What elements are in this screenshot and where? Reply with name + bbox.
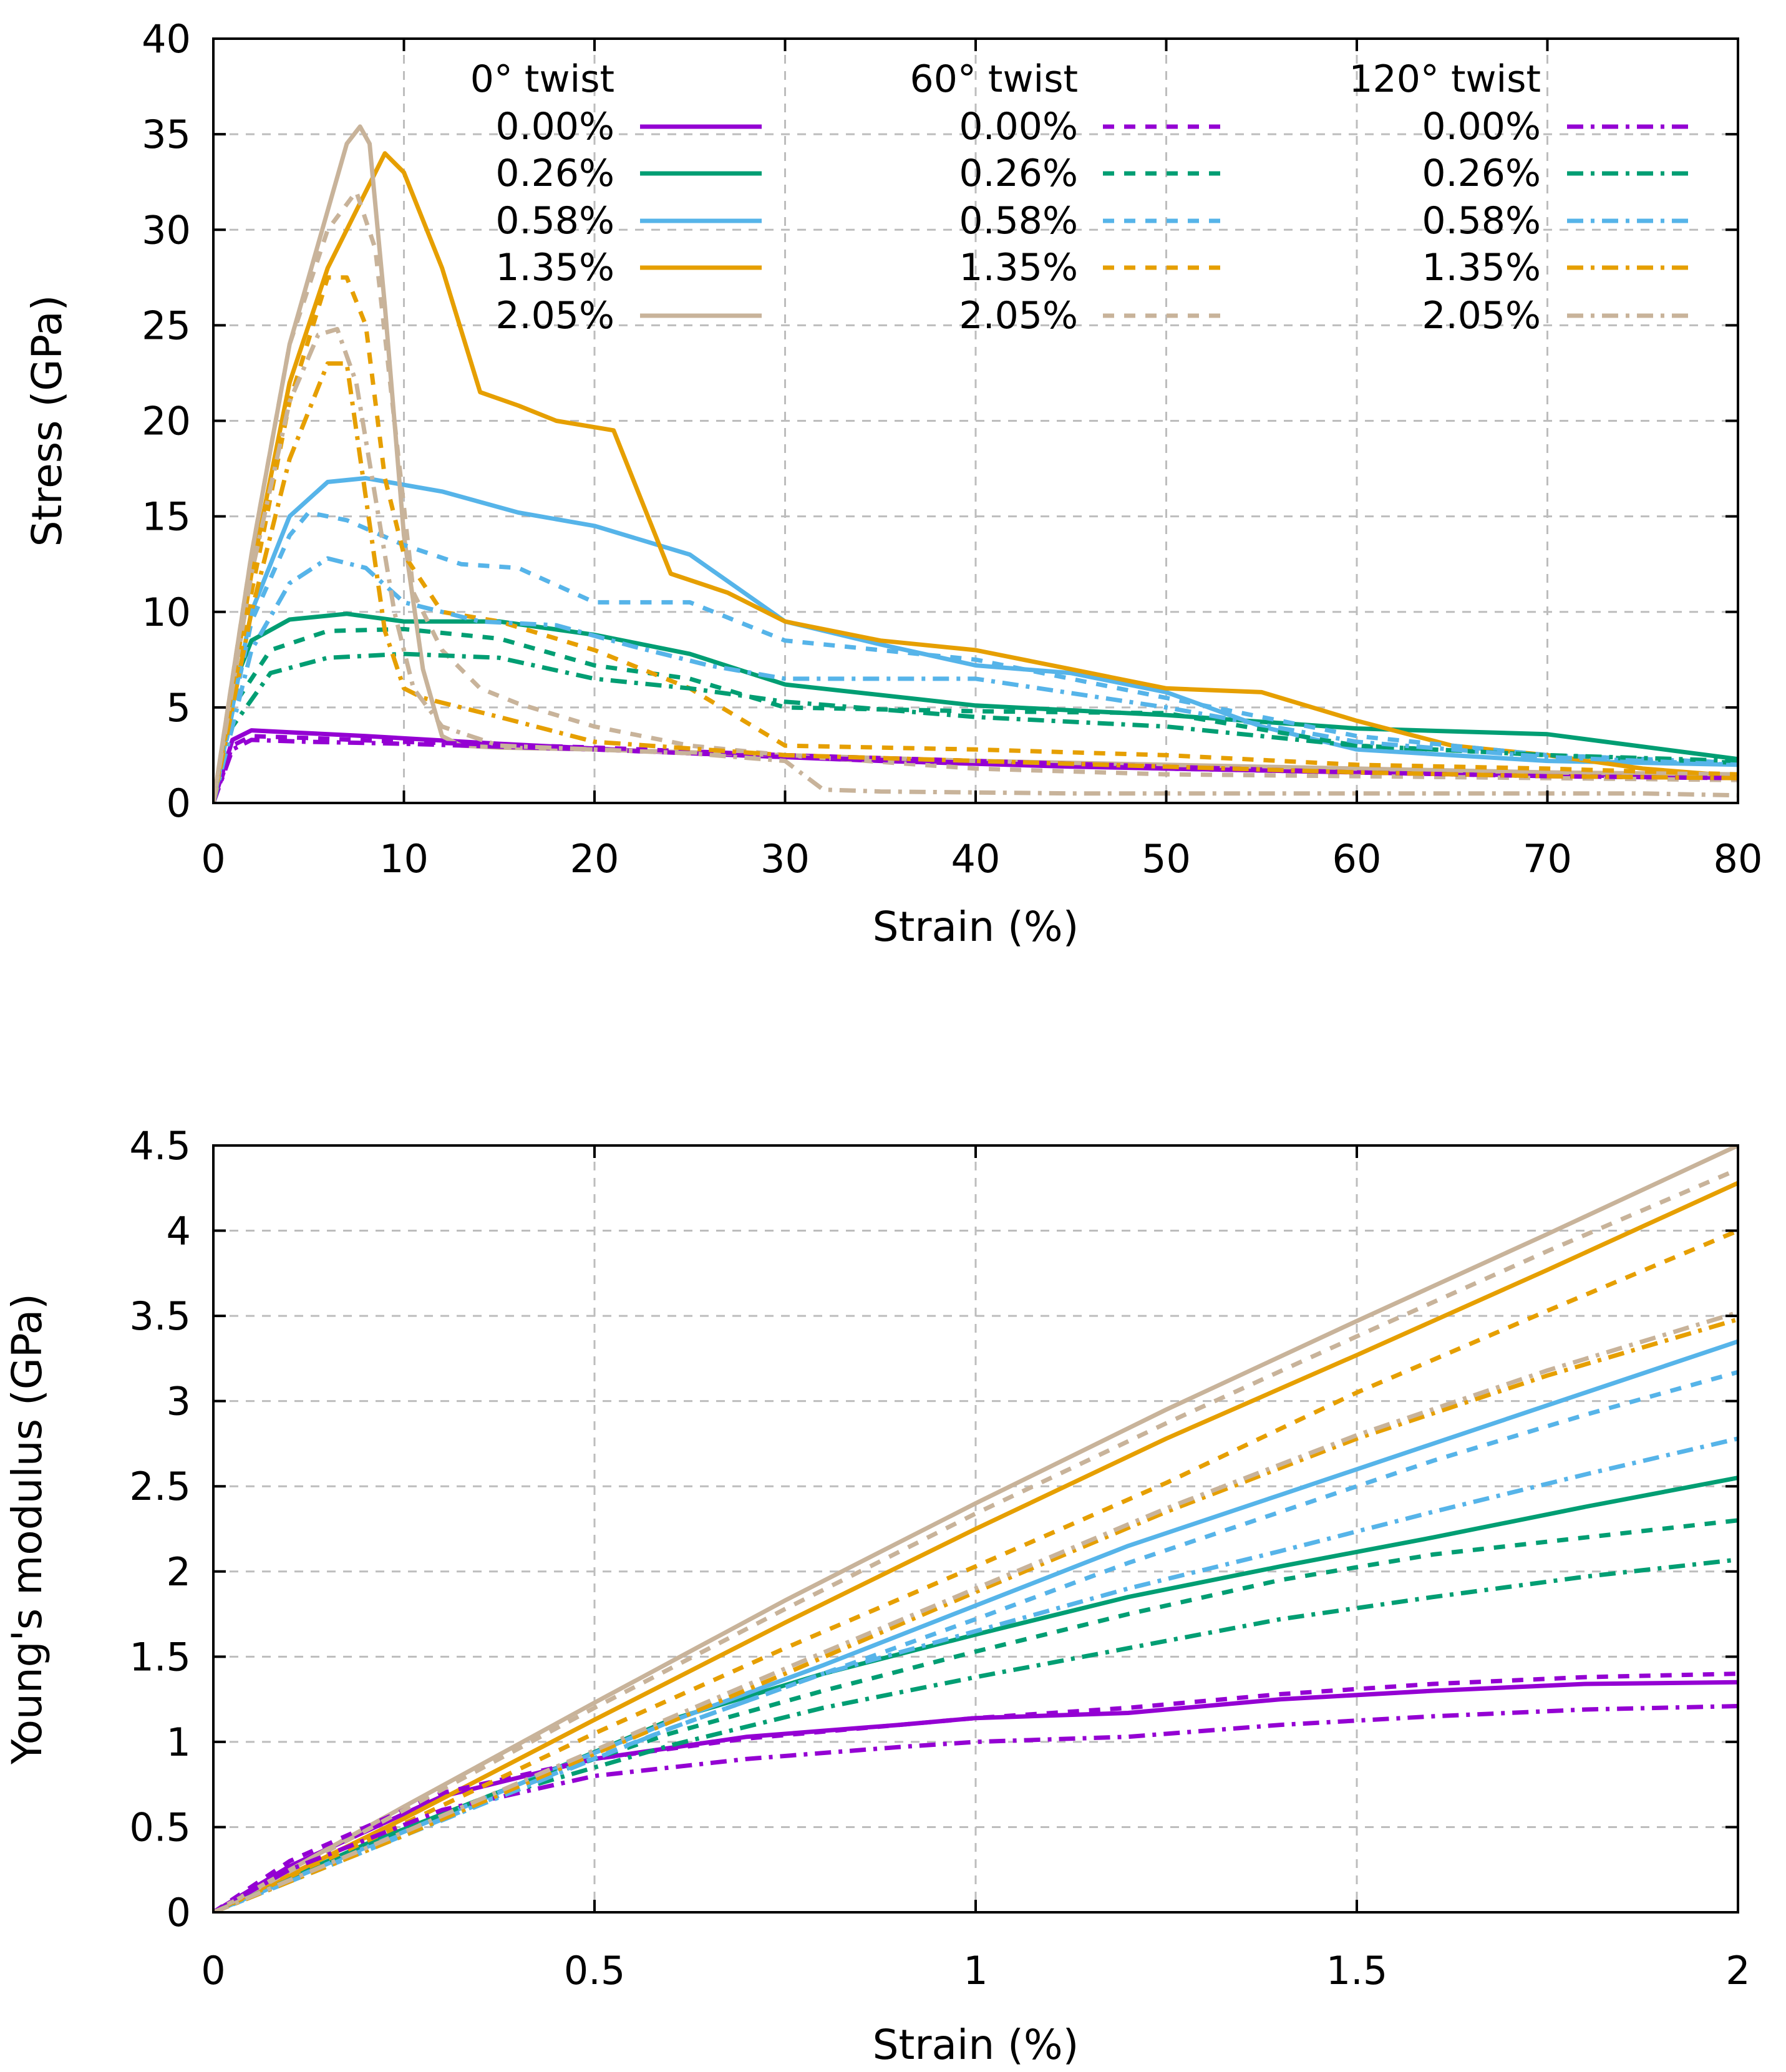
y-tick-label: 0 [167,1890,191,1935]
x-tick-label: 0 [201,1948,225,1993]
series-line-120deg-058 [213,556,1738,803]
x-tick-label: 2 [1725,1948,1750,1993]
legend-entry-label: 0.58% [495,199,614,243]
legend-entry-label: 0.58% [959,199,1078,243]
y-tick-label: 5 [167,685,191,731]
legend-entry-label: 0.00% [495,105,614,148]
x-tick-label: 10 [379,836,429,882]
plot-area [213,1145,1738,1912]
x-axis-label: Strain (%) [873,903,1079,951]
x-tick-label: 80 [1714,836,1763,882]
series-line-60deg-135 [213,275,1738,803]
series-line-60deg-205 [213,189,1738,803]
x-tick-label: 20 [570,836,619,882]
legend-entry-label: 1.35% [1422,246,1541,289]
series-line-120deg-058 [213,1436,1738,1912]
x-tick-label: 40 [951,836,1001,882]
y-tick-label: 10 [142,590,191,635]
series-line-60deg-026 [213,1518,1738,1912]
legend-entry-label: 0.00% [959,105,1078,148]
series-line-60deg-000 [213,1671,1738,1912]
y-tick-label: 4 [167,1209,191,1254]
series-line-60deg-058 [213,1369,1738,1912]
y-tick-label: 1.5 [129,1634,191,1680]
x-tick-label: 60 [1332,836,1382,882]
y-tick-label: 0.5 [129,1804,191,1850]
series-line-120deg-026 [213,651,1738,803]
legend-group-title: 120° twist [1349,57,1541,101]
series-line-0deg-058 [213,475,1738,803]
series-line-0deg-058 [213,1339,1738,1912]
y-tick-label: 0 [167,781,191,826]
series-line-0deg-205 [213,1145,1738,1912]
series-line-120deg-000 [213,1704,1738,1912]
legend-entry-label: 1.35% [495,246,614,289]
legend-entry-label: 2.05% [1422,294,1541,338]
stress-strain-chart: 0 10 20 30 40 50 60 70 80 0 5 10 15 20 25 30 35 40 Strain … [23,16,1762,951]
legend-entry-label: 0.00% [1422,105,1541,148]
y-tick-label: 40 [142,16,191,62]
legend-entry-label: 2.05% [959,294,1078,338]
y-tick-label: 1 [167,1719,191,1765]
x-tick-label: 0.5 [564,1948,626,1993]
x-tick-label: 0 [201,836,225,882]
x-tick-label: 50 [1142,836,1191,882]
series-line-120deg-000 [213,737,1738,803]
legend-entry-label: 1.35% [959,246,1078,289]
series-line-120deg-205 [213,1310,1738,1912]
y-tick-label: 4.5 [129,1123,191,1169]
y-tick-label: 2 [167,1549,191,1595]
legend-entry-label: 0.26% [1422,152,1541,195]
y-tick-label: 20 [142,399,191,444]
series-line-120deg-205 [213,327,1738,803]
legend-entry-label: 0.26% [959,152,1078,195]
series-line-120deg-135 [213,1317,1738,1912]
youngs-modulus-chart: 0 0.5 1 1.5 2 0 0.5 1 1.5 2 2.5 3 3.5 4 4.5 Strain (%) Y… [3,1123,1750,2069]
x-tick-label: 1.5 [1326,1948,1388,1993]
y-tick-label: 30 [142,207,191,253]
y-tick-label: 25 [142,303,191,348]
legend-entry-label: 0.26% [495,152,614,195]
y-axis-label: Young's modulus (GPa) [3,1293,51,1765]
x-axis-label: Strain (%) [873,2021,1079,2069]
legend-group-title: 60° twist [910,57,1078,101]
series-line-0deg-135 [213,151,1738,803]
x-tick-label: 1 [963,1948,988,1993]
y-tick-label: 2.5 [129,1464,191,1509]
series-line-60deg-000 [213,734,1738,803]
series-line-60deg-026 [213,626,1738,803]
series-line-0deg-000 [213,1680,1738,1912]
series-line-60deg-135 [213,1228,1738,1912]
legend-group-title: 0° twist [470,57,614,101]
x-tick-label: 30 [760,836,810,882]
legend-entry-label: 0.58% [1422,199,1541,243]
x-tick-label: 70 [1523,836,1572,882]
plot-area [213,124,1738,803]
y-tick-label: 15 [142,494,191,540]
y-tick-label: 3 [167,1379,191,1424]
series-line-120deg-135 [213,361,1738,803]
legend-entry-label: 2.05% [495,294,614,338]
y-tick-label: 3.5 [129,1293,191,1339]
y-tick-label: 35 [142,112,191,157]
y-axis-label: Stress (GPa) [23,295,71,547]
